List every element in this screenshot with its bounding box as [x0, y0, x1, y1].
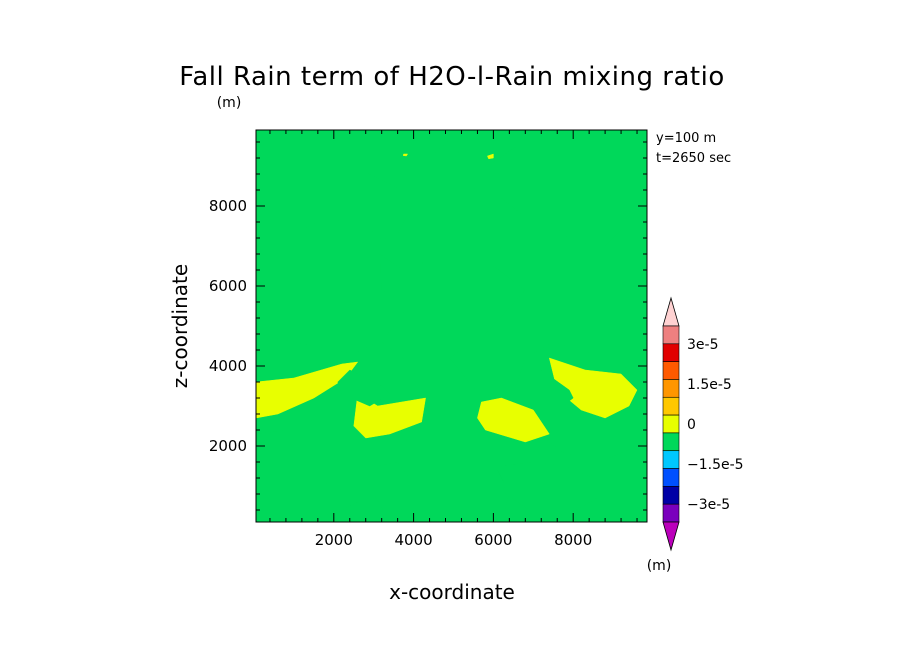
contour-region-19: [501, 461, 598, 515]
contour-region-16: [524, 369, 574, 411]
x-axis-label: x-coordinate: [389, 580, 515, 604]
x-tick-label: 2000: [315, 531, 353, 549]
contour-region-12: [393, 413, 411, 421]
colorbar-tick-label: 0: [687, 417, 696, 433]
chart-title: Fall Rain term of H2O-l-Rain mixing rati…: [179, 62, 724, 92]
colorbar-tick-label: −1.5e-5: [687, 457, 744, 473]
contour-region-9: [477, 397, 550, 443]
colorbar-box: [662, 361, 680, 380]
axis-ticks: 2000 4000 6000 8000 2000 4000 6000 8000: [209, 130, 647, 549]
x-tick-label: 8000: [554, 531, 592, 549]
colorbar-box: [662, 396, 680, 416]
contour-region-6: [265, 473, 359, 519]
colorbar-box: [662, 486, 680, 505]
colorbar-box: [662, 503, 680, 523]
contour-region-15: [337, 369, 391, 407]
contour-region-18: [373, 461, 410, 515]
contour-region-1: [493, 145, 622, 247]
colorbar-tick-label: 1.5e-5: [687, 377, 732, 393]
plot-frame: [255, 129, 648, 523]
colorbar-upper-triangle: [662, 296, 680, 327]
y-position-label: y=100 m: [656, 131, 716, 146]
contour-region-20: [402, 153, 409, 157]
colorbar-box: [662, 450, 680, 469]
colorbar-box: [662, 432, 680, 452]
contour-region-5: [379, 253, 414, 303]
colorbar-box: [662, 414, 680, 434]
colorbar-box: [662, 343, 680, 362]
colorbar-box: [662, 325, 680, 345]
contour-region-11: [277, 391, 293, 401]
y-tick-label: 6000: [209, 277, 247, 295]
contour-region-14: [608, 387, 634, 403]
y-axis-label: z-coordinate: [168, 264, 192, 388]
y-tick-label: 8000: [209, 197, 247, 215]
plot-area: [256, 130, 647, 522]
colorbar-box: [662, 468, 680, 487]
y-tick-label: 2000: [209, 437, 247, 455]
colorbar-tick-label: −3e-5: [687, 497, 730, 513]
y-tick-label: 4000: [209, 357, 247, 375]
title-unit: (m): [217, 95, 242, 111]
colorbar-box: [662, 379, 680, 398]
contour-region-0: [265, 159, 412, 253]
colorbar-lower-triangle: [662, 521, 680, 552]
contour-region-17: [321, 393, 355, 411]
contour-region-21: [487, 153, 494, 160]
x-tick-label: 4000: [395, 531, 433, 549]
time-label: t=2650 sec: [656, 151, 731, 166]
colorbar-tick-label: 3e-5: [687, 337, 718, 353]
contour-region-13: [504, 413, 523, 421]
colorbar: 3e-5 1.5e-5 0 −1.5e-5 −3e-5: [662, 296, 744, 552]
x-tick-label: 6000: [474, 531, 512, 549]
colorbar-unit: (m): [647, 558, 672, 574]
